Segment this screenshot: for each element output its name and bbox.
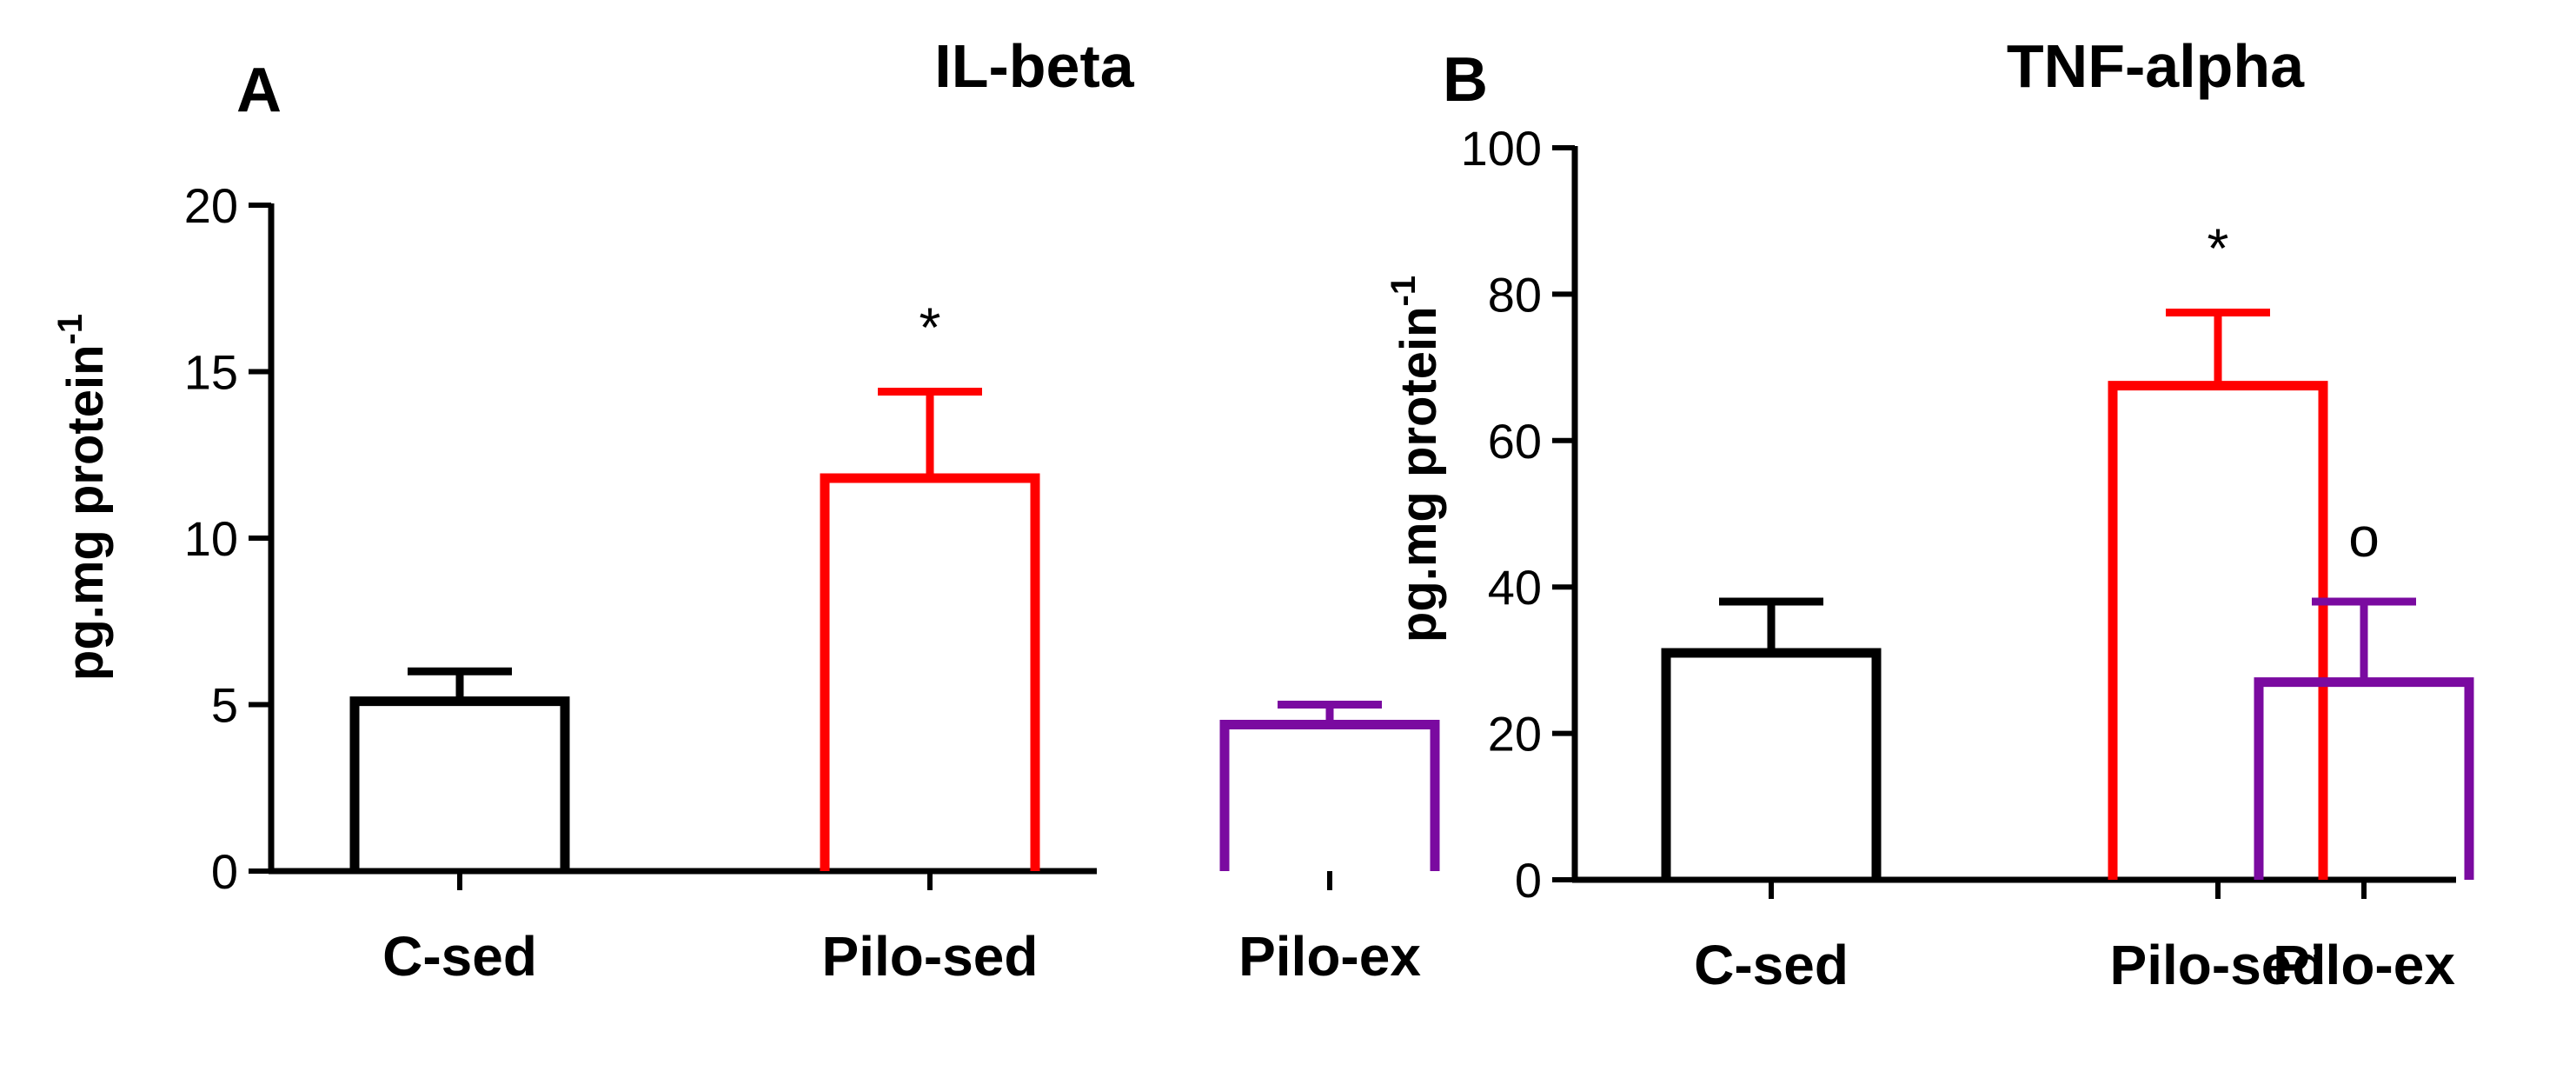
category-label: Pilo-sed	[2110, 934, 2327, 996]
bar	[2108, 381, 2328, 880]
category-label: C-sed	[382, 925, 537, 988]
y-axis-label: pg.mg protein-1	[1384, 276, 1447, 642]
significance-marker: *	[920, 296, 941, 358]
y-tick-label: 5	[211, 678, 238, 733]
panel-b: B TNF-alpha pg.mg protein-1 0 20 40 60 80 100 C-s…	[1384, 32, 2474, 996]
bar	[349, 696, 570, 871]
bar	[1661, 648, 1882, 880]
y-tick-label: 0	[211, 844, 238, 899]
chart-title: TNF-alpha	[2007, 32, 2305, 100]
category-label: Pilo-ex	[1238, 925, 1421, 988]
y-tick-label: 100	[1461, 121, 1542, 176]
bar	[2254, 677, 2474, 880]
y-tick-label: 80	[1488, 267, 1542, 322]
panel-label: A	[236, 56, 282, 125]
y-tick-label: 20	[1488, 707, 1542, 762]
y-tick-label: 0	[1515, 853, 1542, 908]
significance-marker: o	[2348, 506, 2380, 569]
category-label: Pilo-ex	[2273, 934, 2455, 996]
y-axis-label-text: pg.mg protein	[1391, 306, 1447, 642]
bar	[1219, 719, 1440, 871]
y-tick-label: 60	[1488, 414, 1542, 469]
y-tick-label: 40	[1488, 560, 1542, 615]
y-axis-label: pg.mg protein-1	[51, 314, 114, 681]
significance-marker: *	[2208, 216, 2229, 279]
y-axis-label-text: pg.mg protein	[57, 344, 114, 681]
category-label: Pilo-sed	[822, 925, 1039, 988]
y-tick-label: 20	[184, 178, 238, 233]
category-label: C-sed	[1694, 934, 1849, 996]
chart-title: IL-beta	[934, 32, 1135, 100]
y-axis-label-superscript: -1	[1384, 276, 1423, 307]
y-axis-label-superscript: -1	[51, 314, 90, 345]
y-tick-label: 15	[184, 345, 238, 400]
bar	[820, 473, 1040, 871]
y-tick-label: 10	[184, 511, 238, 566]
panel-label: B	[1443, 45, 1488, 115]
